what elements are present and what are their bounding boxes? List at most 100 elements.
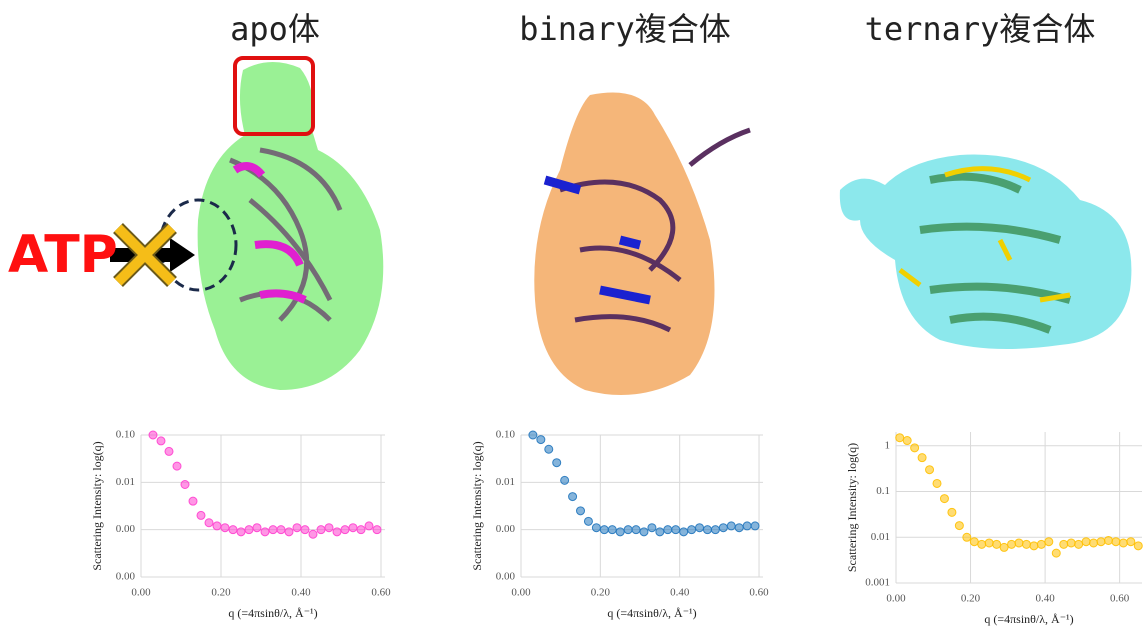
data-point: [1104, 536, 1112, 544]
data-point: [213, 522, 221, 530]
data-point: [624, 526, 632, 534]
data-point: [1015, 539, 1023, 547]
x-tick-label: 0.60: [749, 587, 769, 599]
data-point: [529, 431, 537, 439]
data-point: [656, 528, 664, 536]
data-point: [1134, 542, 1142, 550]
data-point: [608, 526, 616, 534]
x-tick-label: 0.40: [1035, 593, 1055, 605]
data-point: [341, 526, 349, 534]
x-tick-label: 0.00: [886, 593, 906, 605]
data-point: [1030, 542, 1038, 550]
data-point: [569, 493, 577, 501]
data-point: [301, 526, 309, 534]
y-tick-label: 0.00: [116, 523, 136, 535]
x-axis-title: q (=4πsinθ/λ, Å⁻¹): [607, 606, 696, 620]
data-point: [926, 466, 934, 474]
y-tick-label: 0.00: [496, 523, 516, 535]
data-point: [955, 522, 963, 530]
data-point: [325, 524, 333, 532]
panel-title: binary複合体: [519, 10, 731, 48]
data-point: [293, 524, 301, 532]
x-axis-title: q (=4πsinθ/λ, Å⁻¹): [984, 612, 1073, 626]
data-point: [545, 445, 553, 453]
data-point: [1112, 538, 1120, 546]
data-point: [221, 524, 229, 532]
data-point: [365, 522, 373, 530]
data-point: [719, 524, 727, 532]
data-point: [261, 528, 269, 536]
data-point: [373, 526, 381, 534]
data-point: [640, 528, 648, 536]
data-point: [970, 538, 978, 546]
data-point: [600, 526, 608, 534]
data-point: [181, 480, 189, 488]
x-tick-label: 0.40: [291, 587, 311, 599]
data-point: [253, 524, 261, 532]
atp-label: ATP: [8, 225, 118, 285]
apo-structure: ATP: [8, 58, 383, 390]
data-point: [357, 526, 365, 534]
y-tick-label: 0.00: [496, 571, 516, 583]
data-point: [584, 517, 592, 525]
data-point: [940, 495, 948, 503]
panel-title: apo体: [230, 10, 320, 48]
data-point: [1097, 538, 1105, 546]
data-point: [727, 522, 735, 530]
y-tick-label: 0.01: [496, 476, 515, 488]
x-tick-label: 0.40: [670, 587, 690, 599]
data-point: [245, 526, 253, 534]
data-point: [664, 526, 672, 534]
data-point: [751, 522, 759, 530]
data-point: [1060, 540, 1068, 548]
data-point: [1127, 538, 1135, 546]
data-point: [189, 497, 197, 505]
figure: ATP apo体0.100.010.000.000.000.200.400.60…: [0, 0, 1148, 628]
x-tick-label: 0.00: [131, 587, 151, 599]
data-point: [1037, 540, 1045, 548]
x-axis-title: q (=4πsinθ/λ, Å⁻¹): [228, 606, 317, 620]
data-point: [165, 447, 173, 455]
data-point: [933, 479, 941, 487]
x-tick-label: 0.20: [961, 593, 981, 605]
data-point: [285, 528, 293, 536]
data-point: [269, 526, 277, 534]
data-point: [918, 454, 926, 462]
y-tick-label: 0.001: [865, 577, 890, 589]
data-point: [672, 526, 680, 534]
data-point: [349, 524, 357, 532]
data-point: [1000, 543, 1008, 551]
data-point: [317, 526, 325, 534]
data-point: [735, 524, 743, 532]
y-axis-title: Scattering Intensity: log(q): [845, 443, 859, 572]
data-point: [1045, 538, 1053, 546]
y-tick-label: 1: [885, 439, 891, 451]
data-point: [985, 539, 993, 547]
data-point: [333, 528, 341, 536]
data-point: [632, 526, 640, 534]
data-point: [648, 524, 656, 532]
data-point: [1119, 539, 1127, 547]
data-point: [680, 528, 688, 536]
data-point: [205, 519, 213, 527]
data-point: [696, 524, 704, 532]
x-tick-label: 0.20: [211, 587, 231, 599]
data-point: [157, 437, 165, 445]
y-axis-title: Scattering Intensity: log(q): [90, 441, 104, 570]
data-point: [688, 526, 696, 534]
x-tick-label: 0.00: [511, 587, 531, 599]
data-point: [1082, 538, 1090, 546]
panel-title: ternary複合体: [865, 10, 1096, 48]
data-point: [616, 528, 624, 536]
y-tick-label: 0.1: [876, 485, 890, 497]
x-tick-label: 0.20: [591, 587, 611, 599]
data-point: [1008, 540, 1016, 548]
data-point: [911, 444, 919, 452]
data-point: [561, 476, 569, 484]
ternary-structure: [840, 155, 1132, 349]
y-tick-label: 0.01: [116, 476, 135, 488]
data-point: [197, 511, 205, 519]
data-point: [1022, 540, 1030, 548]
binary-structure: [534, 93, 750, 396]
data-point: [592, 524, 600, 532]
